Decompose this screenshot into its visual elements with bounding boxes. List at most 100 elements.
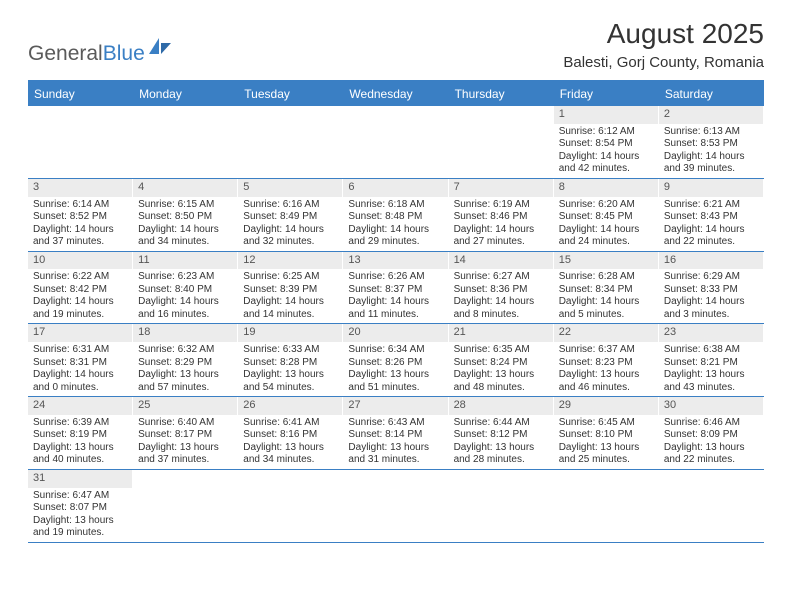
day-details: Sunrise: 6:19 AMSunset: 8:46 PMDaylight:… — [449, 197, 553, 249]
calendar-day-cell: 20Sunrise: 6:34 AMSunset: 8:26 PMDayligh… — [343, 324, 448, 396]
sunset-text: Sunset: 8:10 PM — [559, 429, 653, 442]
sunrise-text: Sunrise: 6:19 AM — [454, 199, 548, 212]
day-number: 7 — [449, 179, 553, 197]
daylight-text: Daylight: 14 hours and 29 minutes. — [348, 224, 442, 249]
day-details: Sunrise: 6:39 AMSunset: 8:19 PMDaylight:… — [28, 415, 132, 467]
calendar-page: GeneralBlue August 2025 Balesti, Gorj Co… — [0, 0, 792, 553]
calendar-day-cell — [238, 106, 343, 178]
day-number: 20 — [343, 324, 447, 342]
daylight-text: Daylight: 13 hours and 25 minutes. — [559, 442, 653, 467]
sunrise-text: Sunrise: 6:32 AM — [138, 344, 232, 357]
daylight-text: Daylight: 14 hours and 39 minutes. — [664, 151, 758, 176]
calendar-day-cell: 4Sunrise: 6:15 AMSunset: 8:50 PMDaylight… — [133, 179, 238, 251]
sunset-text: Sunset: 8:33 PM — [664, 284, 758, 297]
sunset-text: Sunset: 8:14 PM — [348, 429, 442, 442]
calendar-day-cell: 25Sunrise: 6:40 AMSunset: 8:17 PMDayligh… — [133, 397, 238, 469]
day-number: 26 — [238, 397, 342, 415]
day-details: Sunrise: 6:43 AMSunset: 8:14 PMDaylight:… — [343, 415, 447, 467]
calendar-day-cell: 13Sunrise: 6:26 AMSunset: 8:37 PMDayligh… — [343, 252, 448, 324]
calendar-week-row: 1Sunrise: 6:12 AMSunset: 8:54 PMDaylight… — [28, 106, 764, 179]
sunset-text: Sunset: 8:21 PM — [664, 357, 758, 370]
page-title: August 2025 — [563, 18, 764, 50]
calendar-day-cell — [133, 106, 238, 178]
day-details: Sunrise: 6:45 AMSunset: 8:10 PMDaylight:… — [554, 415, 658, 467]
day-details: Sunrise: 6:40 AMSunset: 8:17 PMDaylight:… — [133, 415, 237, 467]
daylight-text: Daylight: 14 hours and 0 minutes. — [33, 369, 127, 394]
day-details: Sunrise: 6:29 AMSunset: 8:33 PMDaylight:… — [659, 269, 763, 321]
daylight-text: Daylight: 14 hours and 27 minutes. — [454, 224, 548, 249]
sunrise-text: Sunrise: 6:14 AM — [33, 199, 127, 212]
day-number: 29 — [554, 397, 658, 415]
sunset-text: Sunset: 8:40 PM — [138, 284, 232, 297]
sunset-text: Sunset: 8:29 PM — [138, 357, 232, 370]
sunrise-text: Sunrise: 6:15 AM — [138, 199, 232, 212]
weekday-header: Tuesday — [238, 82, 343, 106]
sunset-text: Sunset: 8:50 PM — [138, 211, 232, 224]
title-block: August 2025 Balesti, Gorj County, Romani… — [563, 18, 764, 71]
day-details: Sunrise: 6:20 AMSunset: 8:45 PMDaylight:… — [554, 197, 658, 249]
day-details: Sunrise: 6:46 AMSunset: 8:09 PMDaylight:… — [659, 415, 763, 467]
sunrise-text: Sunrise: 6:21 AM — [664, 199, 758, 212]
calendar-day-cell — [449, 106, 554, 178]
sunrise-text: Sunrise: 6:23 AM — [138, 271, 232, 284]
day-details: Sunrise: 6:22 AMSunset: 8:42 PMDaylight:… — [28, 269, 132, 321]
day-number: 5 — [238, 179, 342, 197]
sunrise-text: Sunrise: 6:43 AM — [348, 417, 442, 430]
sunrise-text: Sunrise: 6:34 AM — [348, 344, 442, 357]
sunset-text: Sunset: 8:17 PM — [138, 429, 232, 442]
day-number: 19 — [238, 324, 342, 342]
day-details: Sunrise: 6:21 AMSunset: 8:43 PMDaylight:… — [659, 197, 763, 249]
sunrise-text: Sunrise: 6:45 AM — [559, 417, 653, 430]
sunrise-text: Sunrise: 6:47 AM — [33, 490, 127, 503]
day-details: Sunrise: 6:12 AMSunset: 8:54 PMDaylight:… — [554, 124, 658, 176]
calendar-week-row: 24Sunrise: 6:39 AMSunset: 8:19 PMDayligh… — [28, 397, 764, 470]
daylight-text: Daylight: 13 hours and 51 minutes. — [348, 369, 442, 394]
calendar-day-cell: 14Sunrise: 6:27 AMSunset: 8:36 PMDayligh… — [449, 252, 554, 324]
day-number: 6 — [343, 179, 447, 197]
sunset-text: Sunset: 8:42 PM — [33, 284, 127, 297]
sunrise-text: Sunrise: 6:13 AM — [664, 126, 758, 139]
calendar: Sunday Monday Tuesday Wednesday Thursday… — [28, 80, 764, 543]
weekday-header: Monday — [133, 82, 238, 106]
logo-text-blue: Blue — [103, 42, 145, 66]
sunset-text: Sunset: 8:54 PM — [559, 138, 653, 151]
sunset-text: Sunset: 8:31 PM — [33, 357, 127, 370]
calendar-day-cell: 21Sunrise: 6:35 AMSunset: 8:24 PMDayligh… — [449, 324, 554, 396]
calendar-day-cell — [343, 106, 448, 178]
calendar-day-cell: 26Sunrise: 6:41 AMSunset: 8:16 PMDayligh… — [238, 397, 343, 469]
logo: GeneralBlue — [28, 18, 173, 72]
daylight-text: Daylight: 14 hours and 24 minutes. — [559, 224, 653, 249]
sunset-text: Sunset: 8:48 PM — [348, 211, 442, 224]
daylight-text: Daylight: 13 hours and 19 minutes. — [33, 515, 127, 540]
day-number: 8 — [554, 179, 658, 197]
day-number: 12 — [238, 252, 342, 270]
sunset-text: Sunset: 8:53 PM — [664, 138, 758, 151]
calendar-day-cell: 8Sunrise: 6:20 AMSunset: 8:45 PMDaylight… — [554, 179, 659, 251]
sunrise-text: Sunrise: 6:41 AM — [243, 417, 337, 430]
sunset-text: Sunset: 8:24 PM — [454, 357, 548, 370]
day-number: 23 — [659, 324, 763, 342]
sunset-text: Sunset: 8:16 PM — [243, 429, 337, 442]
day-number: 2 — [659, 106, 763, 124]
calendar-week-row: 31Sunrise: 6:47 AMSunset: 8:07 PMDayligh… — [28, 470, 764, 543]
page-header: GeneralBlue August 2025 Balesti, Gorj Co… — [28, 18, 764, 72]
calendar-day-cell: 19Sunrise: 6:33 AMSunset: 8:28 PMDayligh… — [238, 324, 343, 396]
day-details: Sunrise: 6:35 AMSunset: 8:24 PMDaylight:… — [449, 342, 553, 394]
calendar-day-cell — [238, 470, 343, 542]
day-details: Sunrise: 6:41 AMSunset: 8:16 PMDaylight:… — [238, 415, 342, 467]
sunrise-text: Sunrise: 6:37 AM — [559, 344, 653, 357]
day-details: Sunrise: 6:37 AMSunset: 8:23 PMDaylight:… — [554, 342, 658, 394]
calendar-day-cell: 10Sunrise: 6:22 AMSunset: 8:42 PMDayligh… — [28, 252, 133, 324]
daylight-text: Daylight: 14 hours and 14 minutes. — [243, 296, 337, 321]
logo-sail-icon — [147, 36, 173, 62]
sunrise-text: Sunrise: 6:31 AM — [33, 344, 127, 357]
day-number: 10 — [28, 252, 132, 270]
calendar-day-cell: 11Sunrise: 6:23 AMSunset: 8:40 PMDayligh… — [133, 252, 238, 324]
day-number: 27 — [343, 397, 447, 415]
sunset-text: Sunset: 8:07 PM — [33, 502, 127, 515]
logo-text-general: General — [28, 42, 103, 66]
day-number: 1 — [554, 106, 658, 124]
sunrise-text: Sunrise: 6:44 AM — [454, 417, 548, 430]
day-number: 28 — [449, 397, 553, 415]
sunrise-text: Sunrise: 6:28 AM — [559, 271, 653, 284]
